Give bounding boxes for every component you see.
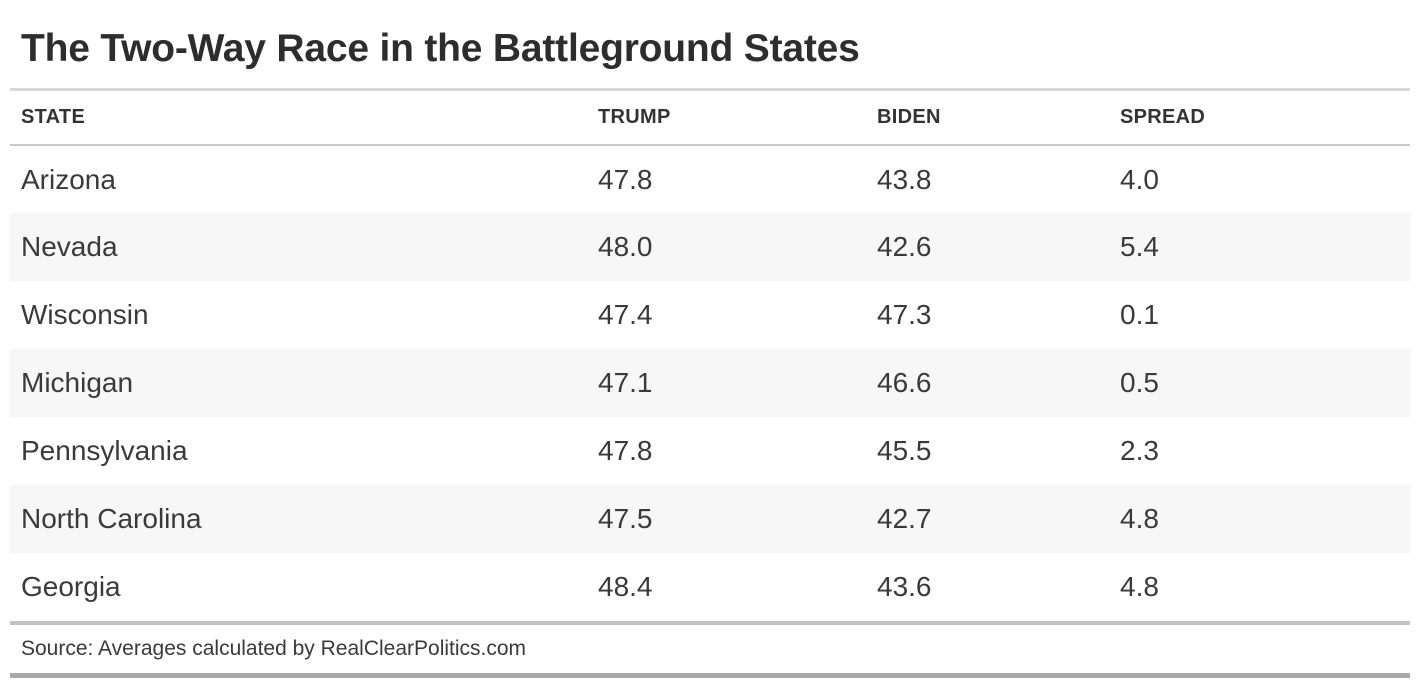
title-divider — [10, 88, 1410, 91]
footer-divider-top — [10, 621, 1410, 625]
cell-state: Georgia — [21, 571, 121, 602]
table-row: Georgia 48.4 43.6 4.8 — [10, 553, 1410, 621]
cell-state: North Carolina — [21, 503, 202, 534]
table-row: Arizona 47.8 43.8 4.0 — [10, 145, 1410, 213]
cell-trump: 47.8 — [598, 435, 653, 466]
cell-spread: 0.1 — [1120, 299, 1159, 330]
table-header: STATE TRUMP BIDEN SPREAD — [10, 91, 1410, 146]
cell-trump: 48.0 — [598, 231, 653, 262]
battleground-poll-table: STATE TRUMP BIDEN SPREAD Arizona 47.8 43… — [10, 91, 1410, 621]
poll-table-card: The Two-Way Race in the Battleground Sta… — [10, 0, 1410, 678]
cell-trump: 47.8 — [598, 163, 653, 195]
source-row: Source: Averages calculated by RealClear… — [10, 625, 1410, 673]
table-row: Nevada 48.0 42.6 5.4 — [10, 213, 1410, 281]
cell-spread: 5.4 — [1120, 231, 1159, 262]
cell-state: Arizona — [21, 163, 116, 195]
cell-state: Michigan — [21, 367, 134, 398]
col-header-biden: BIDEN — [866, 91, 1109, 146]
cell-state: Wisconsin — [21, 299, 149, 330]
table-body: Arizona 47.8 43.8 4.0 Nevada 48.0 42.6 5… — [10, 145, 1410, 621]
table-row: Pennsylvania 47.8 45.5 2.3 — [10, 417, 1410, 485]
cell-state: Pennsylvania — [21, 435, 188, 466]
cell-biden: 42.7 — [877, 503, 932, 534]
col-header-spread: SPREAD — [1109, 91, 1410, 146]
cell-spread: 0.5 — [1120, 367, 1159, 398]
cell-trump: 48.4 — [598, 571, 653, 602]
cell-biden: 47.3 — [877, 299, 932, 330]
cell-trump: 47.4 — [598, 299, 653, 330]
header-row: STATE TRUMP BIDEN SPREAD — [10, 91, 1410, 146]
cell-trump: 47.1 — [598, 367, 653, 398]
cell-state: Nevada — [21, 231, 118, 262]
source-attribution: Source: Averages calculated by RealClear… — [21, 637, 527, 660]
cell-spread: 4.0 — [1120, 163, 1159, 195]
cell-spread: 4.8 — [1120, 571, 1159, 602]
cell-biden: 45.5 — [877, 435, 932, 466]
cell-biden: 46.6 — [877, 367, 932, 398]
cell-biden: 42.6 — [877, 231, 932, 262]
table-row: Wisconsin 47.4 47.3 0.1 — [10, 281, 1410, 349]
cell-biden: 43.8 — [877, 163, 932, 195]
cell-biden: 43.6 — [877, 571, 932, 602]
table-row: North Carolina 47.5 42.7 4.8 — [10, 485, 1410, 553]
footer-divider-bottom — [10, 673, 1410, 678]
col-header-trump: TRUMP — [587, 91, 866, 146]
cell-trump: 47.5 — [598, 503, 653, 534]
cell-spread: 4.8 — [1120, 503, 1159, 534]
cell-spread: 2.3 — [1120, 435, 1159, 466]
page-title: The Two-Way Race in the Battleground Sta… — [21, 27, 860, 70]
table-row: Michigan 47.1 46.6 0.5 — [10, 349, 1410, 417]
col-header-state: STATE — [10, 91, 587, 146]
